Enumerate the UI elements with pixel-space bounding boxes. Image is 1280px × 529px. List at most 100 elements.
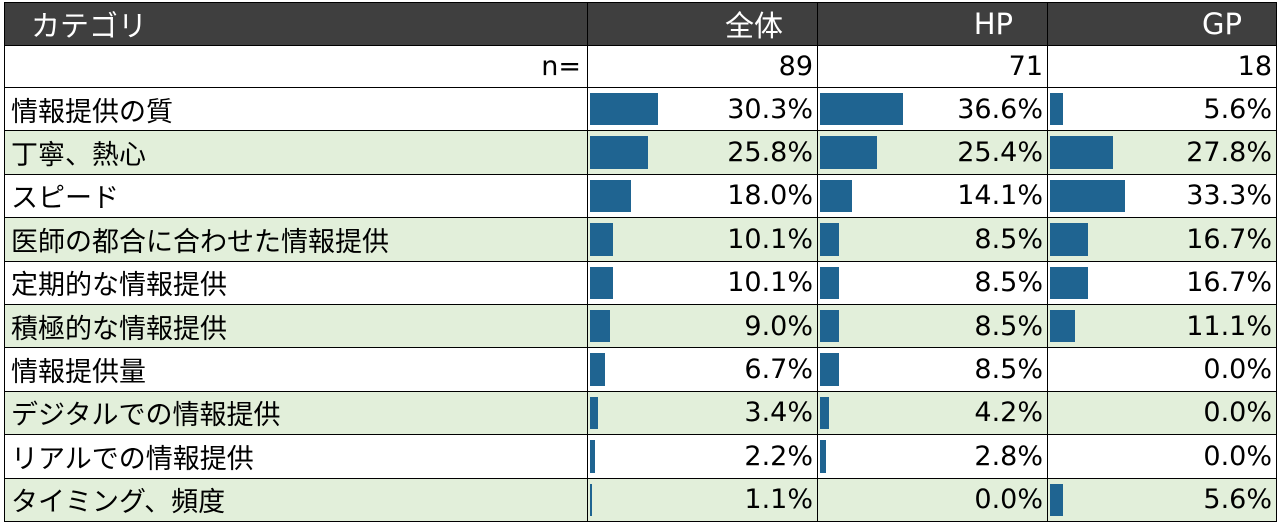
value-label-gp: 16.7% <box>1186 223 1272 255</box>
bar-hp <box>820 223 840 256</box>
value-label-hp: 8.5% <box>974 267 1043 299</box>
row-category: タイミング、頻度 <box>4 477 588 522</box>
value-label-hp: 4.2% <box>974 397 1043 429</box>
cell-hp: 8.5% <box>817 217 1048 262</box>
cell-hp: 2.8% <box>817 434 1048 479</box>
cell-gp: 5.6% <box>1047 86 1277 132</box>
bar-gp <box>1050 179 1126 213</box>
value-label-gp: 0.0% <box>1203 440 1272 472</box>
bar-total <box>590 353 606 386</box>
bar-gp <box>1050 136 1113 169</box>
table-row: 情報提供量 6.7% 8.5% 0.0% <box>4 347 1277 392</box>
cell-total: 25.8% <box>587 130 818 175</box>
cell-total: 2.2% <box>587 434 818 479</box>
value-label-total: 30.3% <box>727 93 813 125</box>
value-label-total: 10.1% <box>727 223 813 255</box>
bar-gp <box>1050 223 1088 256</box>
bar-hp <box>820 309 840 343</box>
n-row: n= 89 71 18 <box>4 45 1277 88</box>
value-label-total: 10.1% <box>727 267 813 299</box>
table-row: 丁寧、熱心 25.8% 25.4% 27.8% <box>4 130 1277 175</box>
bar-total <box>590 309 611 343</box>
cell-total: 30.3% <box>587 86 818 132</box>
value-label-gp: 33.3% <box>1186 180 1272 212</box>
bar-total <box>590 266 613 299</box>
cell-gp: 0.0% <box>1047 347 1277 392</box>
cell-hp: 36.6% <box>817 86 1048 132</box>
row-category: 医師の都合に合わせた情報提供 <box>4 217 588 262</box>
cell-gp: 0.0% <box>1047 434 1277 479</box>
value-label-total: 2.2% <box>744 440 813 472</box>
value-label-total: 18.0% <box>727 180 813 212</box>
row-category: 丁寧、熱心 <box>4 130 588 175</box>
value-label-total: 9.0% <box>744 310 813 342</box>
n-gp: 18 <box>1047 45 1277 88</box>
bar-total <box>590 136 649 169</box>
cell-hp: 25.4% <box>817 130 1048 175</box>
bar-hp <box>820 353 840 386</box>
bar-hp <box>820 93 903 126</box>
bar-gp <box>1050 309 1076 343</box>
value-label-total: 6.7% <box>744 354 813 386</box>
bar-total <box>590 179 631 213</box>
header-hp: HP <box>817 2 1048 46</box>
table-row: 医師の都合に合わせた情報提供 10.1% 8.5% 16.7% <box>4 217 1277 262</box>
header-row: カテゴリ 全体 HP GP <box>4 2 1277 46</box>
row-category: 情報提供量 <box>4 347 588 392</box>
bar-hp <box>820 136 878 169</box>
cell-total: 10.1% <box>587 260 818 305</box>
value-label-gp: 5.6% <box>1203 93 1272 125</box>
value-label-gp: 11.1% <box>1186 310 1272 342</box>
value-label-hp: 2.8% <box>974 440 1043 472</box>
row-category: 積極的な情報提供 <box>4 303 588 349</box>
value-label-total: 25.8% <box>727 137 813 169</box>
cell-total: 10.1% <box>587 217 818 262</box>
value-label-gp: 27.8% <box>1186 137 1272 169</box>
cell-hp: 4.2% <box>817 390 1048 436</box>
category-table: カテゴリ 全体 HP GP n= 89 71 18 情報提供の質 30.3% 36.… <box>4 2 1277 522</box>
value-label-total: 1.1% <box>744 484 813 516</box>
value-label-hp: 14.1% <box>957 180 1043 212</box>
value-label-gp: 5.6% <box>1203 484 1272 516</box>
bar-hp <box>820 266 840 299</box>
header-total: 全体 <box>587 2 818 46</box>
header-gp: GP <box>1047 2 1277 46</box>
bar-total <box>590 223 613 256</box>
row-category: 情報提供の質 <box>4 86 588 132</box>
table-row: 積極的な情報提供 9.0% 8.5% 11.1% <box>4 303 1277 349</box>
cell-total: 18.0% <box>587 173 818 219</box>
value-label-gp: 16.7% <box>1186 267 1272 299</box>
bar-gp <box>1050 93 1063 126</box>
cell-hp: 14.1% <box>817 173 1048 219</box>
value-label-total: 3.4% <box>744 397 813 429</box>
value-label-hp: 25.4% <box>957 137 1043 169</box>
row-category: スピード <box>4 173 588 219</box>
table-row: タイミング、頻度 1.1% 0.0% 5.6% <box>4 477 1277 522</box>
bar-total <box>590 93 659 126</box>
cell-hp: 8.5% <box>817 260 1048 305</box>
cell-gp: 16.7% <box>1047 260 1277 305</box>
table-row: 情報提供の質 30.3% 36.6% 5.6% <box>4 86 1277 132</box>
cell-hp: 0.0% <box>817 477 1048 522</box>
bar-gp <box>1050 483 1063 516</box>
table-row: スピード 18.0% 14.1% 33.3% <box>4 173 1277 219</box>
n-total: 89 <box>587 45 818 88</box>
row-category: 定期的な情報提供 <box>4 260 588 305</box>
cell-gp: 16.7% <box>1047 217 1277 262</box>
value-label-hp: 8.5% <box>974 354 1043 386</box>
cell-gp: 0.0% <box>1047 390 1277 436</box>
bar-hp <box>820 179 852 213</box>
table-row: デジタルでの情報提供 3.4% 4.2% 0.0% <box>4 390 1277 436</box>
header-category: カテゴリ <box>4 2 588 46</box>
value-label-gp: 0.0% <box>1203 354 1272 386</box>
cell-total: 3.4% <box>587 390 818 436</box>
cell-gp: 27.8% <box>1047 130 1277 175</box>
row-category: リアルでの情報提供 <box>4 434 588 479</box>
cell-hp: 8.5% <box>817 347 1048 392</box>
value-label-hp: 8.5% <box>974 310 1043 342</box>
table-row: リアルでの情報提供 2.2% 2.8% 0.0% <box>4 434 1277 479</box>
table-row: 定期的な情報提供 10.1% 8.5% 16.7% <box>4 260 1277 305</box>
cell-total: 1.1% <box>587 477 818 522</box>
cell-gp: 33.3% <box>1047 173 1277 219</box>
